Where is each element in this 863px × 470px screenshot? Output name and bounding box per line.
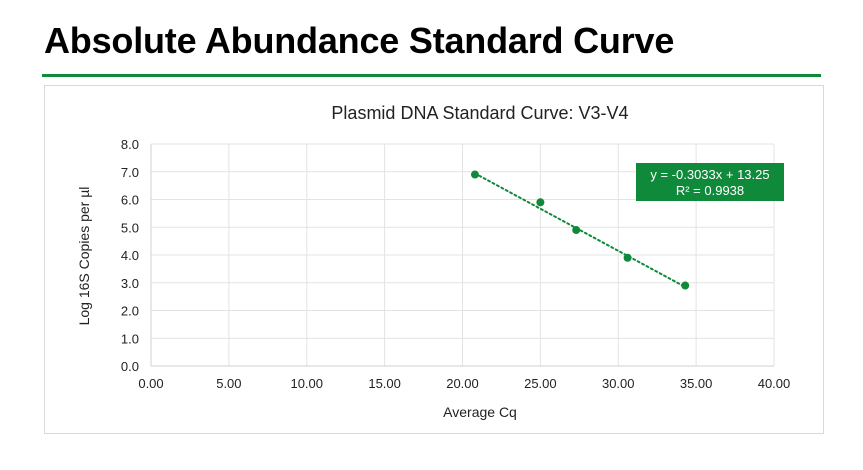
chart-title: Plasmid DNA Standard Curve: V3-V4 bbox=[331, 103, 628, 123]
x-tick-label: 25.00 bbox=[524, 376, 557, 391]
y-tick-label: 4.0 bbox=[121, 248, 139, 263]
data-point bbox=[623, 253, 632, 262]
x-tick-label: 35.00 bbox=[680, 376, 713, 391]
y-tick-label: 8.0 bbox=[121, 137, 139, 152]
data-point bbox=[681, 281, 690, 290]
y-tick-label: 5.0 bbox=[121, 220, 139, 235]
x-tick-label: 0.00 bbox=[138, 376, 163, 391]
y-tick-label: 3.0 bbox=[121, 276, 139, 291]
x-tick-label: 10.00 bbox=[290, 376, 323, 391]
chart: Plasmid DNA Standard Curve: V3-V4 0.0 1.0… bbox=[76, 103, 790, 420]
x-tick-label: 20.00 bbox=[446, 376, 479, 391]
y-tick-label: 2.0 bbox=[121, 304, 139, 319]
data-point bbox=[470, 170, 479, 179]
y-tick-label: 1.0 bbox=[121, 331, 139, 346]
r-squared-text: R² = 0.9938 bbox=[676, 183, 744, 198]
trendline-label: y = -0.3033x + 13.25 R² = 0.9938 bbox=[636, 163, 784, 201]
x-tick-label: 5.00 bbox=[216, 376, 241, 391]
x-axis-label: Average Cq bbox=[443, 404, 517, 420]
data-points bbox=[470, 170, 690, 290]
gridlines bbox=[151, 143, 775, 366]
tick-labels: 0.0 1.0 2.0 3.0 4.0 5.0 6.0 7.0 8.0 0.00 5.00 10.00… bbox=[121, 137, 790, 391]
equation-box bbox=[636, 163, 784, 201]
x-tick-label: 40.00 bbox=[758, 376, 791, 391]
x-tick-label: 30.00 bbox=[602, 376, 635, 391]
equation-text: y = -0.3033x + 13.25 bbox=[650, 167, 769, 182]
y-tick-label: 6.0 bbox=[121, 193, 139, 208]
page-title: Absolute Abundance Standard Curve bbox=[44, 20, 675, 61]
axes bbox=[150, 144, 774, 367]
y-tick-label: 0.0 bbox=[121, 359, 139, 374]
chart-frame: Plasmid DNA Standard Curve: V3-V4 0.0 1.0… bbox=[44, 85, 824, 434]
x-tick-label: 15.00 bbox=[368, 376, 401, 391]
heading-divider bbox=[42, 74, 821, 77]
y-tick-label: 7.0 bbox=[121, 165, 139, 180]
data-point bbox=[572, 226, 581, 235]
y-axis-label: Log 16S Copies per µl bbox=[76, 187, 92, 326]
data-point bbox=[536, 198, 545, 207]
